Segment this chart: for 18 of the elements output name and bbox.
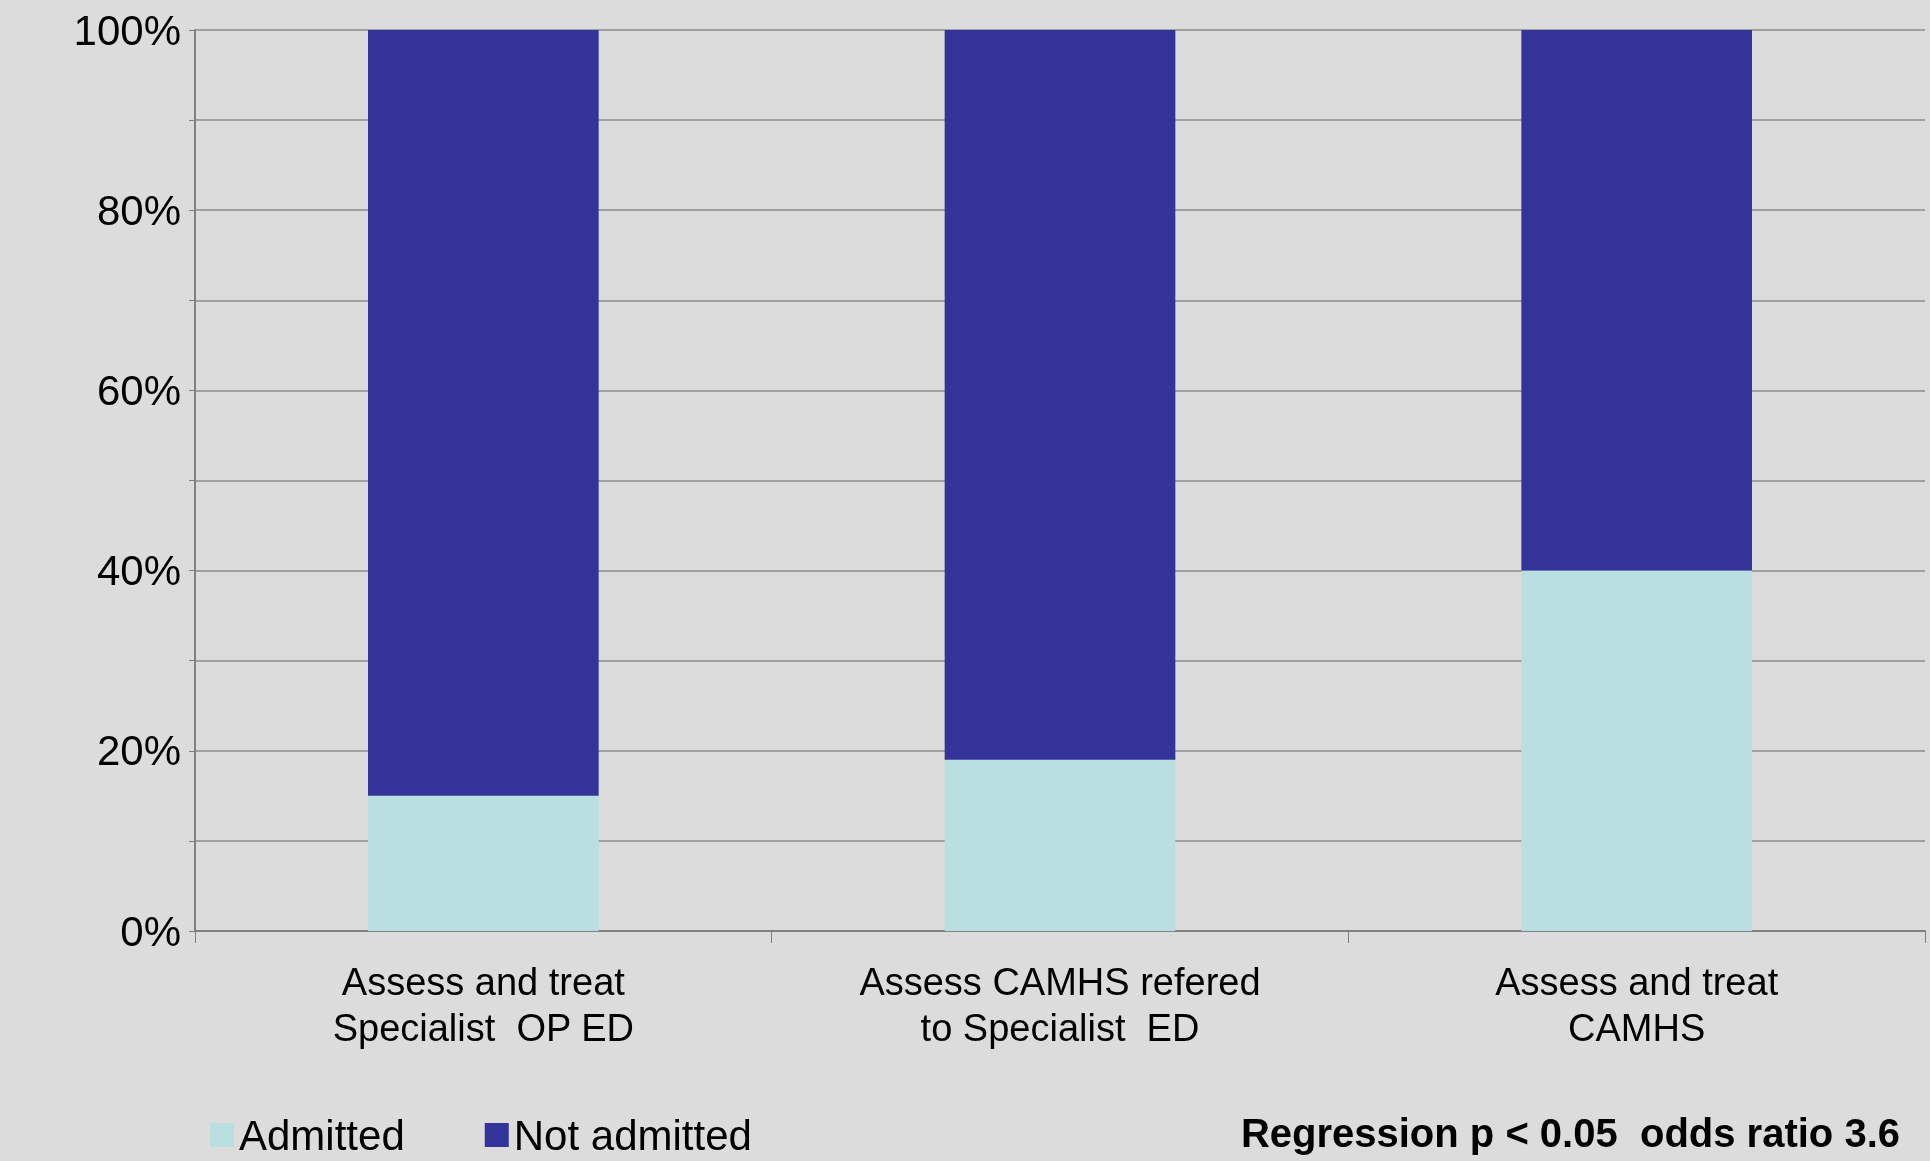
bar: [944, 759, 1176, 931]
y-tick-label: 80%: [96, 186, 181, 234]
bar: [944, 30, 1176, 760]
x-tick-label: Assess and treat Specialist OP ED: [332, 961, 634, 1049]
y-tick-label: 100%: [73, 6, 181, 54]
x-tick-label: Assess CAMHS refered to Specialist ED: [859, 961, 1261, 1049]
y-tick-label: 60%: [96, 366, 181, 414]
bar: [1521, 30, 1752, 571]
y-tick-label: 0%: [120, 907, 181, 955]
bar: [368, 30, 599, 796]
x-tick-label: Assess and treat CAMHS: [1495, 961, 1779, 1049]
bar: [368, 795, 599, 931]
legend-label: Not admitted: [513, 1111, 752, 1159]
legend-label: Admitted: [239, 1111, 405, 1159]
y-tick-label: 20%: [96, 727, 181, 775]
y-tick-label: 40%: [96, 547, 181, 595]
bar: [1521, 570, 1752, 931]
text: Regression p < 0.05 odds ratio 3.6: [1240, 1111, 1900, 1155]
